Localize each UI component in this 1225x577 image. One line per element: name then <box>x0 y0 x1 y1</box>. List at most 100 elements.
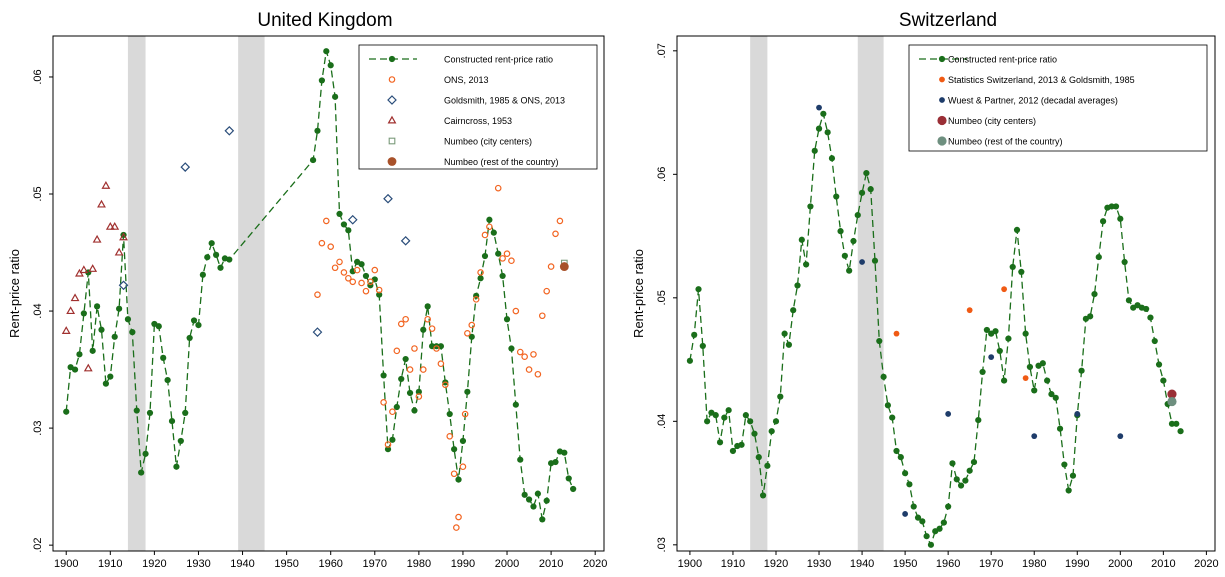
data-point <box>190 317 198 324</box>
y-tick-label: .06 <box>656 167 668 182</box>
data-point <box>738 441 745 448</box>
data-point <box>729 447 737 455</box>
data-point <box>116 305 123 312</box>
series-4 <box>61 181 128 372</box>
data-point <box>208 240 215 247</box>
x-tick-label: 1970 <box>363 558 387 570</box>
x-tick-label: 1930 <box>807 558 831 570</box>
data-point <box>508 345 515 352</box>
x-tick-label: 1920 <box>142 558 166 570</box>
data-point <box>442 381 449 389</box>
series-5 <box>1167 396 1177 407</box>
data-point <box>93 303 101 310</box>
data-point <box>1026 363 1034 371</box>
data-point <box>996 347 1003 355</box>
data-point <box>358 261 365 268</box>
data-point <box>415 388 422 395</box>
data-point <box>380 399 387 406</box>
data-point <box>1061 461 1068 468</box>
data-point <box>559 262 569 271</box>
data-point <box>841 252 848 259</box>
data-point <box>992 328 999 335</box>
data-point <box>927 541 935 548</box>
y-tick-label: .03 <box>656 537 668 552</box>
data-point <box>118 280 129 291</box>
data-point <box>530 351 537 358</box>
data-point <box>314 127 321 134</box>
data-point <box>525 496 533 503</box>
data-point <box>80 310 87 317</box>
data-point <box>512 307 520 315</box>
data-point <box>107 373 114 380</box>
y-tick-label: .02 <box>32 537 44 552</box>
data-point <box>833 193 840 200</box>
data-point <box>389 408 396 416</box>
x-tick-label: 1960 <box>936 558 960 570</box>
data-point <box>1018 268 1025 275</box>
data-point <box>486 223 493 231</box>
data-point <box>155 323 162 330</box>
data-point <box>966 467 973 474</box>
data-point <box>884 402 891 409</box>
data-point <box>785 341 793 348</box>
legend-marker <box>939 76 945 83</box>
series-4 <box>1167 389 1177 399</box>
data-point <box>1167 389 1177 399</box>
data-point <box>1039 360 1046 367</box>
data-point <box>119 232 128 241</box>
data-point <box>314 291 321 298</box>
legend-marker <box>388 55 396 63</box>
data-point <box>979 368 986 376</box>
data-point <box>406 366 414 373</box>
data-point <box>101 181 111 189</box>
x-tick-label: 1980 <box>407 558 431 570</box>
data-point <box>446 432 454 440</box>
data-point <box>1160 377 1167 384</box>
legend-marker <box>387 95 397 105</box>
series-3 <box>118 125 411 337</box>
data-point <box>699 342 706 350</box>
data-point <box>76 351 83 358</box>
data-point <box>807 203 814 210</box>
data-point <box>495 250 502 257</box>
data-point <box>983 326 990 334</box>
data-point <box>371 266 379 274</box>
data-point <box>755 454 762 461</box>
data-point <box>906 481 913 488</box>
data-point <box>539 516 546 523</box>
y-tick-label: .05 <box>656 290 668 305</box>
data-point <box>347 214 358 225</box>
y-tick-label: .04 <box>656 414 668 429</box>
data-point <box>327 243 335 250</box>
data-point <box>725 407 732 414</box>
data-point <box>105 221 115 230</box>
data-point <box>499 272 506 280</box>
shaded-period <box>127 36 146 551</box>
data-point <box>525 366 533 373</box>
legend-marker <box>937 136 947 146</box>
data-point <box>716 439 724 446</box>
data-point <box>97 199 106 208</box>
data-point <box>336 258 343 266</box>
data-point <box>358 279 365 287</box>
data-point <box>419 366 427 373</box>
x-tick-label: 2020 <box>1194 558 1218 570</box>
data-point <box>1121 258 1128 266</box>
x-tick-label: 2020 <box>583 558 607 570</box>
data-point <box>1065 487 1072 494</box>
legend-marker <box>387 157 397 166</box>
data-point <box>424 303 431 310</box>
data-point <box>1143 305 1150 313</box>
data-point <box>919 518 926 525</box>
data-point <box>871 257 879 264</box>
data-point <box>957 482 965 489</box>
data-point <box>543 287 550 295</box>
data-point <box>83 363 93 372</box>
data-point <box>451 446 458 453</box>
data-point <box>876 337 883 345</box>
data-point <box>212 251 220 258</box>
data-point <box>402 355 409 363</box>
plot-frame <box>52 35 605 552</box>
data-point <box>111 333 118 340</box>
data-point <box>521 353 528 361</box>
